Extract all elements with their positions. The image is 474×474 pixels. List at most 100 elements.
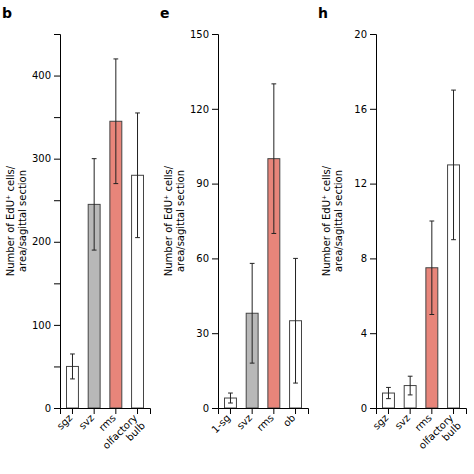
y-tick: 16: [354, 104, 376, 115]
tick-mark: [54, 325, 60, 326]
y-axis: 0 4 8 12 16 20: [354, 29, 376, 414]
tick-label-line: bulb: [124, 420, 147, 443]
tick-label: 0: [361, 403, 367, 414]
tick-label: sgz: [55, 412, 75, 432]
y-tick: 300: [32, 153, 60, 164]
x-tick: olfactorybulb: [416, 408, 463, 459]
tick-label: olfactorybulb: [416, 412, 463, 459]
tick-label-line: svz: [393, 412, 412, 431]
error-bar: [113, 59, 118, 184]
tick-label: 90: [196, 178, 209, 189]
x-tick: 1-sg: [209, 408, 232, 435]
tick-mark: [212, 258, 218, 259]
error-bar: [293, 258, 298, 383]
tick-mark: [137, 408, 138, 414]
y-axis-title: Number of EdU⁺ cells/area/sagittal secti…: [321, 165, 344, 276]
y-axis: 0 30 60 90 120 150: [190, 29, 219, 414]
tick-label: 30: [196, 328, 209, 339]
error-bar: [408, 376, 413, 395]
y-axis-title-line: area/sagittal section: [175, 170, 186, 272]
panel: 0100200300400sgzsvzrmsolfactorybulbNumbe…: [2, 5, 151, 459]
y-tick: 4: [361, 328, 376, 339]
x-axis: sgzsvzrmsolfactorybulb: [371, 408, 467, 459]
tick-mark: [212, 408, 218, 409]
error-bar: [228, 393, 233, 403]
tick-mark: [54, 159, 60, 160]
tick-label: ob: [281, 412, 298, 429]
tick-label: svz: [77, 412, 96, 431]
tick-label: 1-sg: [209, 412, 232, 435]
tick-label: 16: [354, 104, 367, 115]
tick-mark: [54, 117, 60, 118]
tick-mark: [295, 408, 296, 414]
tick-label-line: sgz: [55, 412, 75, 432]
y-tick: 20: [354, 29, 376, 40]
y-axis-title: Number of EdU⁺ cells/area/sagittal secti…: [5, 165, 28, 276]
tick-label: 0: [45, 403, 51, 414]
y-tick: 8: [361, 253, 376, 264]
y-tick: [54, 366, 60, 367]
plot-area: [383, 90, 460, 408]
plot-area: [225, 84, 302, 408]
tick-label: 100: [32, 320, 51, 331]
x-axis: 1-sgsvzrmsob: [209, 408, 308, 435]
tick-mark: [54, 242, 60, 243]
tick-label: 8: [361, 253, 367, 264]
tick-mark: [54, 200, 60, 201]
x-tick: svz: [393, 408, 412, 431]
tick-mark: [54, 283, 60, 284]
error-bar: [271, 84, 276, 234]
tick-mark: [410, 408, 411, 414]
tick-label-line: sgz: [371, 412, 391, 432]
tick-label: 120: [190, 104, 209, 115]
plot-area: [67, 59, 144, 408]
y-tick: [54, 283, 60, 284]
y-tick: 200: [32, 236, 60, 247]
x-tick: olfactorybulb: [100, 408, 147, 459]
x-tick: ob: [281, 408, 298, 429]
y-tick: [54, 34, 60, 35]
panel: 0 30 60 90 120 150 1-sgsvzrmsob Number of EdU⁺ …: [160, 5, 309, 435]
y-tick: 30: [196, 328, 218, 339]
tick-mark: [54, 366, 60, 367]
axis-line: [212, 35, 219, 409]
error-bar: [92, 159, 97, 250]
y-tick: [54, 200, 60, 201]
tick-mark: [54, 408, 60, 409]
y-tick: 90: [196, 178, 218, 189]
axis-line: [377, 409, 467, 415]
y-axis-title-line: Number of EdU⁺ cells/: [321, 165, 332, 276]
y-axis-title-line: area/sagittal section: [17, 170, 28, 272]
tick-label-line: ob: [281, 412, 298, 429]
tick-label-line: svz: [77, 412, 96, 431]
error-bar: [386, 387, 391, 398]
axis-line: [370, 35, 377, 409]
tick-mark: [370, 34, 376, 35]
tick-label: 150: [190, 29, 209, 40]
y-tick: 60: [196, 253, 218, 264]
tick-label: 200: [32, 236, 51, 247]
tick-mark: [453, 408, 454, 414]
panel-label: b: [2, 5, 12, 21]
tick-mark: [115, 408, 116, 414]
y-tick: 0: [203, 403, 218, 414]
y-tick: 0: [361, 403, 376, 414]
tick-label: 400: [32, 70, 51, 81]
tick-mark: [212, 34, 218, 35]
error-bar: [429, 221, 434, 315]
tick-mark: [72, 408, 73, 414]
tick-mark: [54, 34, 60, 35]
y-tick: 100: [32, 320, 60, 331]
y-axis-title: Number of EdU⁺ cells/area/sagittal secti…: [163, 165, 186, 276]
error-bar: [70, 354, 75, 379]
tick-label-line: rms: [255, 412, 276, 433]
axis-line: [219, 409, 309, 415]
x-tick: svz: [235, 408, 254, 431]
tick-label-line: bulb: [440, 420, 463, 443]
tick-label: 12: [354, 178, 367, 189]
tick-label: 4: [361, 328, 367, 339]
tick-mark: [94, 408, 95, 414]
panel-label: e: [160, 5, 170, 21]
tick-mark: [388, 408, 389, 414]
tick-mark: [252, 408, 253, 414]
